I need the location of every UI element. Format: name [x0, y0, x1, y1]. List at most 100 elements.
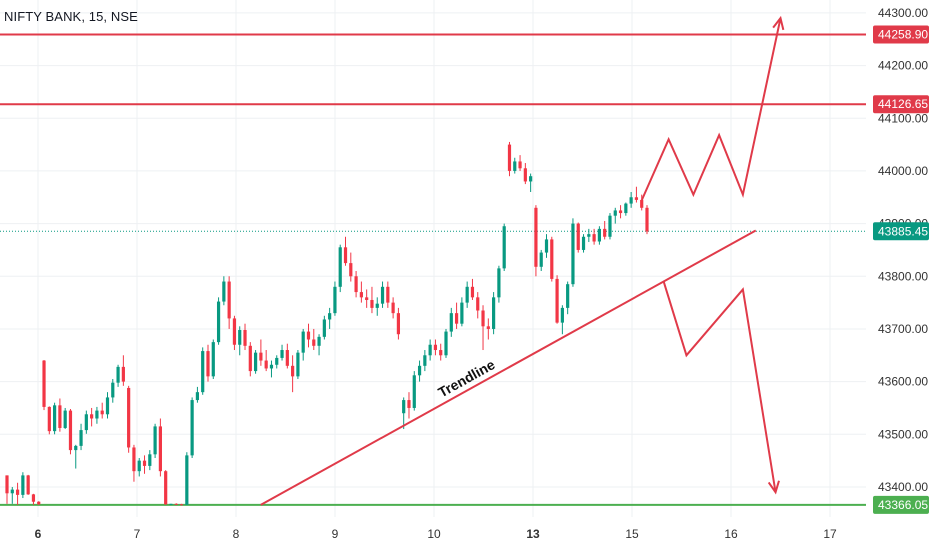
price-tag-resistance: 44258.90 — [873, 25, 929, 44]
candle-body — [544, 239, 549, 253]
candle-body — [95, 410, 99, 419]
candle — [211, 339, 215, 379]
candle-body — [465, 286, 469, 303]
candle-body — [301, 331, 305, 353]
candle-body — [497, 268, 501, 298]
candle-body — [26, 475, 30, 495]
candle — [317, 334, 321, 356]
candle — [222, 276, 226, 306]
candle — [164, 470, 168, 505]
candle-body — [253, 352, 258, 372]
candle — [195, 386, 200, 403]
candle — [523, 163, 527, 185]
candle-body — [269, 364, 274, 369]
candle — [333, 281, 337, 316]
candle-body — [211, 342, 215, 377]
candle — [47, 406, 51, 435]
candle-body — [222, 281, 226, 302]
candle — [518, 155, 522, 171]
candle-body — [460, 302, 464, 324]
bearish-path-line — [662, 281, 777, 493]
candle — [127, 385, 131, 453]
candle-body — [63, 410, 67, 428]
candle-body — [174, 503, 178, 505]
candle-body — [507, 144, 512, 171]
time-axis[interactable]: 6 7 8 9 10 13 15 16 17 — [0, 518, 866, 550]
candle — [618, 205, 623, 219]
candle — [481, 305, 485, 351]
price-tick-label: 43500.00 — [878, 427, 928, 441]
price-axis[interactable]: 43400.00 43500.00 43600.00 43700.00 43800.00… — [866, 0, 932, 550]
candle-body — [264, 360, 268, 369]
time-tick-label: 13 — [526, 527, 540, 541]
candle — [238, 326, 242, 356]
candle-body — [597, 228, 601, 242]
candle-body — [539, 252, 543, 267]
candle — [132, 444, 136, 482]
candle — [343, 236, 348, 266]
candle-body — [481, 310, 485, 327]
candle — [597, 226, 601, 245]
candle — [26, 474, 30, 495]
candle — [63, 407, 67, 430]
time-tick-label: 7 — [134, 527, 141, 541]
candle — [142, 455, 147, 474]
price-tags: 44258.90 44126.65 43885.45 43366.05 — [873, 25, 929, 514]
candle — [386, 281, 390, 308]
candle-body — [587, 234, 591, 237]
candle — [301, 328, 305, 361]
candle-body — [5, 475, 9, 494]
price-tag-label: 43885.45 — [878, 224, 928, 238]
candle-body — [121, 366, 125, 382]
candle — [190, 397, 194, 459]
candle-body — [312, 339, 316, 346]
candle-body — [137, 460, 141, 472]
candle-body — [306, 331, 311, 340]
candle — [306, 323, 311, 348]
time-tick-label: 6 — [35, 527, 42, 541]
candle — [10, 486, 14, 504]
candle-body — [343, 247, 348, 264]
time-tick-label: 9 — [332, 527, 339, 541]
candle-body — [10, 489, 14, 494]
candle-body — [428, 344, 432, 356]
price-tag-bg — [873, 495, 929, 514]
candle — [624, 202, 628, 216]
candle-body — [486, 326, 490, 329]
candle-body — [238, 330, 242, 345]
candle-body — [613, 210, 617, 216]
candle-body — [555, 278, 559, 323]
candle — [412, 371, 416, 411]
candle-body — [349, 263, 353, 277]
chart-grid — [0, 0, 866, 517]
candle-body — [391, 302, 395, 314]
candle — [375, 297, 379, 316]
candle — [444, 328, 448, 358]
candle — [507, 141, 512, 177]
candle — [587, 228, 591, 243]
candle-body — [571, 223, 575, 285]
candle-body — [444, 331, 448, 356]
candle-body — [338, 247, 342, 287]
candle — [5, 475, 9, 504]
candle — [116, 364, 120, 387]
price-axis-bg — [866, 0, 932, 550]
candle — [502, 223, 506, 272]
candle-body — [179, 504, 184, 506]
bearish-path-arrowhead — [767, 480, 780, 495]
time-tick-label: 17 — [823, 527, 837, 541]
candle-body — [58, 405, 62, 428]
candle — [158, 418, 162, 477]
candle-body — [523, 168, 527, 182]
candle-body — [560, 307, 564, 323]
candle-body — [296, 352, 300, 377]
price-tick-label: 43700.00 — [878, 322, 928, 336]
candle-body — [396, 313, 401, 335]
candle — [248, 342, 252, 377]
candle — [428, 339, 432, 361]
time-axis-bg — [0, 518, 866, 550]
candle-body — [195, 392, 200, 401]
candle — [439, 343, 443, 361]
